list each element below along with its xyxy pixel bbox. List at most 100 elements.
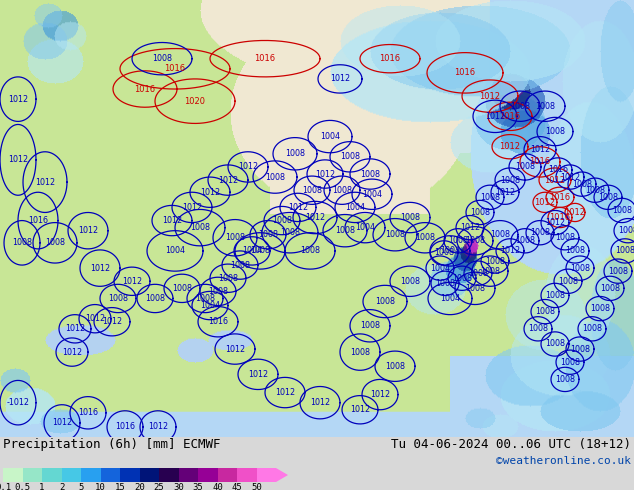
Text: 1008: 1008 <box>608 267 628 276</box>
Bar <box>179 468 198 482</box>
Text: 1016: 1016 <box>115 422 135 432</box>
Text: 1008: 1008 <box>332 186 352 195</box>
Text: 10: 10 <box>95 483 106 490</box>
Text: 1008: 1008 <box>465 284 485 293</box>
Text: 1008: 1008 <box>555 233 575 242</box>
Text: 1012: 1012 <box>85 314 105 323</box>
Text: 1016: 1016 <box>500 112 521 121</box>
Text: 1012: 1012 <box>225 344 245 354</box>
Text: 1: 1 <box>39 483 44 490</box>
Text: 1008: 1008 <box>250 246 270 255</box>
Text: 1004: 1004 <box>440 246 460 255</box>
Bar <box>217 468 237 482</box>
Bar <box>101 468 120 482</box>
Bar <box>120 468 139 482</box>
Text: 1012: 1012 <box>8 155 28 164</box>
Text: 1012: 1012 <box>78 226 98 235</box>
Text: 1008: 1008 <box>545 291 565 300</box>
Text: 1012: 1012 <box>545 175 566 185</box>
Text: 1008: 1008 <box>335 226 355 235</box>
Text: 1012: 1012 <box>62 347 82 357</box>
Bar <box>42 468 61 482</box>
Text: 1008: 1008 <box>385 362 405 371</box>
Text: 1012: 1012 <box>460 223 480 232</box>
Text: 1004: 1004 <box>345 203 365 212</box>
Text: 1004: 1004 <box>430 264 450 272</box>
Text: 1008: 1008 <box>590 304 610 313</box>
Text: 1012: 1012 <box>370 390 390 399</box>
Text: 1008: 1008 <box>258 230 278 239</box>
Text: Precipitation (6h) [mm] ECMWF: Precipitation (6h) [mm] ECMWF <box>3 438 221 451</box>
Bar <box>81 468 101 482</box>
Text: 1008: 1008 <box>535 307 555 316</box>
Text: 1008: 1008 <box>452 274 472 283</box>
Text: 1012: 1012 <box>218 175 238 185</box>
Text: 1008: 1008 <box>272 216 292 225</box>
Text: 1012: 1012 <box>65 324 85 333</box>
Text: 1012: 1012 <box>122 277 142 286</box>
Text: 1008: 1008 <box>515 163 535 172</box>
Text: 1008: 1008 <box>448 236 468 245</box>
Text: 1016: 1016 <box>134 85 155 94</box>
Text: 1012: 1012 <box>102 317 122 326</box>
Text: 1008: 1008 <box>434 248 454 257</box>
Text: 1008: 1008 <box>145 294 165 303</box>
Text: 1012: 1012 <box>310 398 330 407</box>
Text: 1008: 1008 <box>545 127 565 136</box>
Text: 1008: 1008 <box>528 324 548 333</box>
Text: 1008: 1008 <box>582 324 602 333</box>
Text: 1012: 1012 <box>350 405 370 414</box>
Text: 25: 25 <box>153 483 164 490</box>
Text: 1008: 1008 <box>12 238 32 247</box>
Text: 1016: 1016 <box>78 408 98 417</box>
Text: 1016: 1016 <box>28 216 48 225</box>
Text: 1016: 1016 <box>550 193 571 202</box>
Text: 1008: 1008 <box>350 347 370 357</box>
Text: 1012: 1012 <box>530 145 550 154</box>
Text: 1008: 1008 <box>598 193 618 202</box>
Text: 1008: 1008 <box>400 277 420 286</box>
Text: 1012: 1012 <box>500 246 520 255</box>
Text: 1008: 1008 <box>152 54 172 63</box>
Text: 0.1: 0.1 <box>0 483 11 490</box>
Text: 1012: 1012 <box>248 370 268 379</box>
Text: 1016: 1016 <box>164 64 186 74</box>
Text: 1012: 1012 <box>305 213 325 222</box>
Text: 15: 15 <box>115 483 126 490</box>
Text: 1008: 1008 <box>285 149 305 158</box>
Text: 1008: 1008 <box>435 279 455 288</box>
Text: 50: 50 <box>251 483 262 490</box>
Text: 1008: 1008 <box>360 170 380 178</box>
Text: 1012: 1012 <box>545 218 565 227</box>
Text: 1012: 1012 <box>564 208 586 217</box>
Text: 1020: 1020 <box>184 97 205 106</box>
Text: 1008: 1008 <box>280 228 300 237</box>
Text: 1004: 1004 <box>362 190 382 199</box>
Text: 1004: 1004 <box>200 301 220 310</box>
Text: 1008: 1008 <box>468 269 488 278</box>
Text: 1008: 1008 <box>545 340 565 348</box>
Text: 1008: 1008 <box>570 344 590 354</box>
Text: 1012: 1012 <box>148 422 168 432</box>
Bar <box>3 468 22 482</box>
Text: 1008: 1008 <box>340 152 360 161</box>
Text: 1012: 1012 <box>479 92 500 100</box>
Text: 1008: 1008 <box>555 375 575 384</box>
Text: 1008: 1008 <box>615 246 634 255</box>
Text: -1012: -1012 <box>6 398 30 407</box>
Text: 1008: 1008 <box>195 294 215 303</box>
Text: 1008: 1008 <box>230 261 250 270</box>
Text: 1008: 1008 <box>570 264 590 272</box>
Text: 5: 5 <box>79 483 84 490</box>
Text: 1008: 1008 <box>600 284 620 293</box>
Text: 1012: 1012 <box>315 170 335 178</box>
Text: 1008: 1008 <box>190 223 210 232</box>
Text: 1008: 1008 <box>415 233 435 242</box>
Text: 1012: 1012 <box>238 163 258 172</box>
Text: 1008: 1008 <box>500 175 520 185</box>
Text: 1008: 1008 <box>375 297 395 306</box>
Text: 1008: 1008 <box>225 233 245 242</box>
Bar <box>198 468 217 482</box>
Text: 1008: 1008 <box>465 236 485 245</box>
Text: 1008: 1008 <box>265 172 285 182</box>
